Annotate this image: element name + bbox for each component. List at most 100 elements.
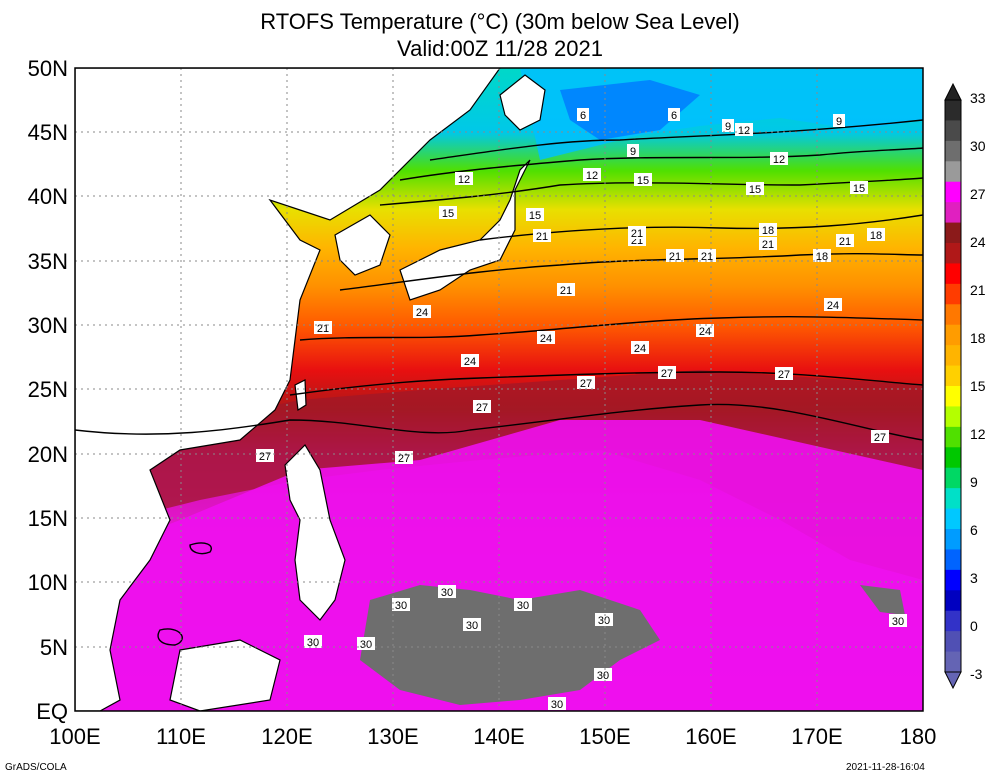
svg-text:24: 24 — [827, 300, 839, 312]
contour-label: 24 — [461, 354, 479, 368]
colorbar-swatch — [945, 345, 961, 367]
contour-label: 18 — [867, 228, 885, 242]
contour-label: 9 — [722, 119, 734, 133]
contour-label: 21 — [759, 237, 777, 251]
svg-text:24: 24 — [634, 343, 646, 355]
lat-label: 15N — [27, 506, 68, 531]
philippines — [284, 444, 346, 621]
svg-text:30: 30 — [551, 699, 563, 711]
svg-text:21: 21 — [317, 323, 329, 335]
svg-text:18: 18 — [762, 225, 774, 237]
svg-text:12: 12 — [458, 174, 470, 186]
svg-text:15: 15 — [637, 175, 649, 187]
lon-label: 180 — [899, 724, 937, 749]
contour-label: 30 — [392, 598, 410, 612]
contour-label: 27 — [256, 449, 274, 463]
contour-label: 27 — [577, 376, 595, 390]
lon-label: 110E — [156, 724, 206, 749]
contour-label: 30 — [889, 614, 907, 628]
contour-label: 30 — [438, 585, 456, 599]
colorbar-swatch — [945, 426, 961, 448]
colorbar-swatch — [945, 651, 961, 673]
colorbar-swatch — [945, 488, 961, 510]
colorbar-frame — [944, 99, 962, 673]
hokkaido — [499, 74, 546, 131]
colorbar-swatch — [945, 508, 961, 530]
contour-label: 9 — [627, 144, 639, 158]
contour-label: 24 — [631, 341, 649, 355]
lon-label: 150E — [579, 724, 631, 749]
svg-text:15: 15 — [529, 210, 541, 222]
contour-label: 24 — [537, 331, 555, 345]
colorbar-swatch — [945, 590, 961, 612]
colorbar-label: 15 — [970, 378, 986, 394]
contour-label: 12 — [455, 172, 473, 186]
svg-text:15: 15 — [853, 183, 865, 195]
contour-label: 18 — [813, 249, 831, 263]
svg-text:27: 27 — [398, 453, 410, 465]
contour-label: 30 — [514, 598, 532, 612]
svg-text:30: 30 — [517, 600, 529, 612]
colorbar-label: 3 — [970, 570, 978, 586]
above-30-region — [360, 585, 660, 705]
contour-label: 12 — [735, 123, 753, 137]
svg-text:21: 21 — [839, 236, 851, 248]
contour-label: 6 — [668, 108, 680, 122]
svg-text:27: 27 — [874, 432, 886, 444]
lon-label: 100E — [49, 724, 101, 749]
lon-label: 160E — [685, 724, 737, 749]
colorbar-swatch — [945, 467, 961, 489]
korea-peninsula — [334, 214, 391, 276]
svg-text:18: 18 — [816, 251, 828, 263]
contour-label: 24 — [824, 298, 842, 312]
colorbar-label: 27 — [970, 186, 986, 202]
svg-text:24: 24 — [540, 333, 552, 345]
contour-label: 30 — [548, 697, 566, 711]
contour-label: 21 — [628, 226, 646, 240]
contour-label: 15 — [439, 206, 457, 220]
svg-text:30: 30 — [892, 616, 904, 628]
contour-label: 30 — [357, 637, 375, 651]
lat-label: 45N — [27, 120, 68, 145]
svg-text:12: 12 — [738, 125, 750, 137]
contour-label: 21 — [533, 229, 551, 243]
svg-text:30: 30 — [360, 639, 372, 651]
svg-text:21: 21 — [631, 228, 643, 240]
colorbar-swatch — [945, 365, 961, 387]
svg-text:30: 30 — [441, 587, 453, 599]
colorbar-swatch — [945, 100, 961, 121]
contour-labels: 6 6 9 9 9 12 12 12 12 15 15 15 15 15 18 … — [256, 108, 907, 711]
contour-label: 27 — [658, 366, 676, 380]
svg-text:30: 30 — [597, 670, 609, 682]
svg-text:12: 12 — [773, 154, 785, 166]
contour-label: 12 — [583, 168, 601, 182]
colorbar-swatch — [945, 529, 961, 550]
colorbar-swatch — [945, 386, 961, 407]
lon-label: 130E — [367, 724, 419, 749]
colorbar-label: 21 — [970, 282, 986, 298]
colorbar — [944, 82, 962, 690]
graticule — [75, 68, 923, 711]
lat-label: 50N — [27, 56, 68, 81]
colorbar-label: 12 — [970, 426, 986, 442]
lat-label: 25N — [27, 377, 68, 402]
lon-label: 140E — [473, 724, 525, 749]
coldest-water-region — [560, 80, 700, 140]
colorbar-swatch — [945, 610, 961, 632]
borneo — [169, 639, 281, 711]
lat-label: 20N — [27, 442, 68, 467]
colorbar-swatch — [945, 263, 961, 285]
svg-text:24: 24 — [699, 326, 711, 338]
contour-label: 21 — [836, 234, 854, 248]
svg-text:30: 30 — [466, 620, 478, 632]
contour-label: 18 — [759, 223, 777, 237]
japan-islands — [399, 159, 531, 301]
colorbar-swatch — [945, 222, 961, 244]
svg-text:24: 24 — [416, 307, 428, 319]
colorbar-swatch — [945, 181, 961, 203]
contour-label: 15 — [746, 182, 764, 196]
contour-label: 21 — [314, 321, 332, 335]
colorbar-swatch — [945, 549, 961, 571]
contour-label: 27 — [871, 430, 889, 444]
